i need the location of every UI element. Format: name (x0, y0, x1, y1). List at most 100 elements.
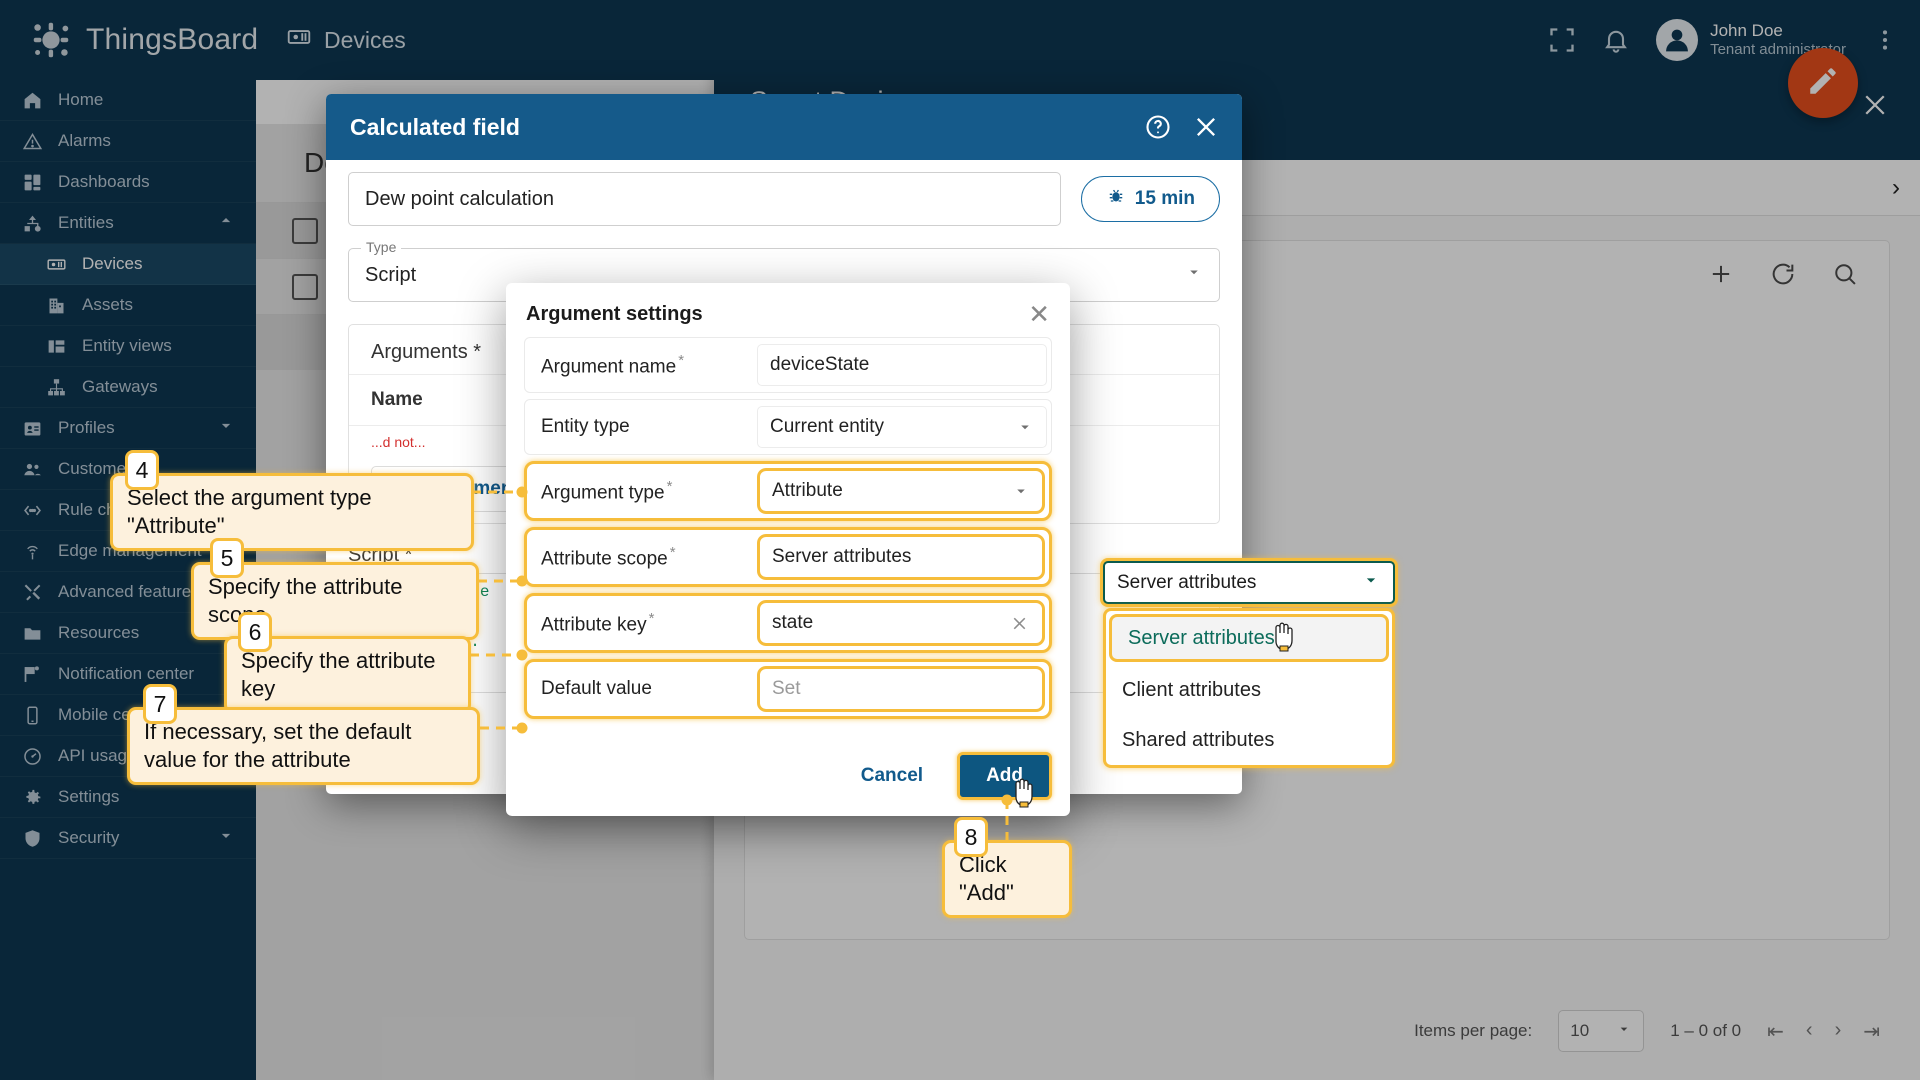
attribute-scope-option-list: Server attributes Client attributes Shar… (1103, 608, 1395, 768)
step-badge-7: 7 (143, 684, 177, 724)
fullscreen-icon[interactable] (1548, 26, 1576, 54)
sidebar-item-profiles[interactable]: Profiles (0, 408, 256, 449)
plus-icon[interactable] (1707, 260, 1735, 288)
prev-page-icon[interactable]: ‹ (1805, 1018, 1813, 1041)
option-server-attributes[interactable]: Server attributes (1109, 614, 1389, 662)
sidebar-item-advanced-features[interactable]: Advanced features (0, 572, 256, 613)
items-per-page-select[interactable]: 10 (1558, 1010, 1645, 1052)
sidebar-item-entity-views[interactable]: Entity views (0, 326, 256, 367)
default-value-label: Default value (541, 678, 652, 699)
breadcrumb-label: Devices (324, 26, 406, 53)
sidebar-item-entities[interactable]: Entities (0, 203, 256, 244)
sidebar-item-alarms[interactable]: Alarms (0, 121, 256, 162)
next-page-icon[interactable]: › (1834, 1018, 1842, 1041)
calculated-field-type-value: Script (365, 263, 417, 286)
sidebar-item-label: Home (58, 90, 104, 109)
thingsboard-logo-icon (28, 17, 74, 63)
option-client-attributes[interactable]: Client attributes (1122, 678, 1261, 701)
required-marker: * (648, 609, 655, 627)
cancel-button[interactable]: Cancel (849, 755, 935, 797)
debug-duration-button[interactable]: 15 min (1080, 176, 1220, 222)
notifications-bell-icon[interactable] (1602, 26, 1630, 54)
chevron-up-icon[interactable] (216, 211, 236, 236)
last-page-icon[interactable]: ⇥ (1863, 1020, 1880, 1043)
option-shared-attributes[interactable]: Shared attributes (1122, 728, 1275, 751)
row-checkbox[interactable] (292, 273, 318, 300)
sidebar-item-label: Assets (82, 295, 134, 314)
argument-name-input[interactable]: deviceState (757, 344, 1047, 386)
more-vert-icon[interactable] (1872, 27, 1898, 53)
default-value-input[interactable]: Set (757, 666, 1045, 712)
refresh-icon[interactable] (1769, 260, 1797, 288)
label-text: Argument name (541, 356, 677, 378)
device-icon (286, 24, 312, 56)
attribute-scope-row: Attribute scope * Server attributes (524, 527, 1052, 587)
sidebar-item-settings[interactable]: Settings (0, 777, 256, 818)
row-checkbox[interactable] (292, 217, 318, 244)
chevron-down-icon[interactable] (216, 416, 236, 441)
sidebar-item-security[interactable]: Security (0, 818, 256, 859)
sidebar-item-label: Dashboards (58, 172, 150, 191)
sidebar-item-label: Entity views (82, 336, 172, 355)
attribute-scope-select[interactable]: Server attributes (757, 534, 1045, 580)
sidebar-item-label: Resources (58, 623, 140, 642)
sidebar-item-label: Gateways (82, 377, 158, 396)
close-icon[interactable]: ✕ (1028, 299, 1050, 329)
sidebar-item-home[interactable]: Home (0, 80, 256, 121)
sidebar-item-notification-center[interactable]: Notification center (0, 654, 256, 695)
tabs-next-arrow-icon[interactable]: › (1892, 173, 1900, 201)
close-icon[interactable] (1860, 90, 1890, 120)
items-per-page-label: Items per page: (1414, 1021, 1533, 1040)
rule-chains-icon (22, 500, 43, 521)
brand[interactable]: ThingsBoard (0, 17, 286, 63)
assets-icon (46, 295, 67, 316)
items-per-page-value: 10 (1570, 1021, 1590, 1040)
breadcrumb[interactable]: Devices (286, 24, 406, 56)
api-usage-icon (22, 746, 43, 767)
chevron-down-icon[interactable] (216, 826, 236, 851)
close-icon[interactable] (1192, 113, 1220, 141)
label-text: Argument type (541, 482, 665, 504)
default-value-placeholder: Set (772, 678, 801, 699)
edge-icon (22, 541, 43, 562)
advanced-features-icon (22, 582, 43, 603)
attribute-key-value: state (772, 612, 814, 633)
notification-icon (22, 664, 43, 685)
first-page-icon[interactable]: ⇤ (1767, 1020, 1784, 1043)
sidebar-item-label: Entities (58, 213, 114, 232)
sidebar-item-dashboards[interactable]: Dashboards (0, 162, 256, 203)
debug-duration-label: 15 min (1134, 188, 1195, 209)
required-marker: * (678, 351, 685, 369)
attribute-scope-dropdown-trigger[interactable]: Server attributes (1103, 561, 1395, 604)
entity-type-label: Entity type (541, 416, 630, 437)
attribute-key-input[interactable]: state (757, 600, 1045, 646)
mobile-icon (22, 705, 43, 726)
callout-4: Select the argument type "Attribute" (110, 473, 474, 552)
mouse-cursor-icon (1012, 778, 1038, 817)
calculated-field-dialog-title: Calculated field (350, 113, 520, 140)
sidebar-item-devices[interactable]: Devices (0, 244, 256, 285)
sidebar-item-label: Security (58, 828, 120, 847)
edit-device-fab[interactable] (1788, 48, 1858, 118)
attribute-key-row: Attribute key * state (524, 593, 1052, 653)
argument-type-select[interactable]: Attribute (757, 468, 1045, 514)
device-icon (46, 254, 67, 275)
calculated-field-name-input[interactable]: Dew point calculation (348, 172, 1061, 226)
dashboards-icon (22, 172, 43, 193)
sidebar-item-gateways[interactable]: Gateways (0, 367, 256, 408)
chevron-down-icon (1616, 1021, 1632, 1042)
entity-type-select[interactable]: Current entity (757, 406, 1047, 448)
clear-icon[interactable] (1009, 613, 1030, 634)
sidebar-item-label: API usage (58, 746, 137, 765)
label-text: Attribute scope (541, 548, 668, 570)
calculated-field-dialog-header: Calculated field (326, 94, 1242, 160)
sidebar-item-label: Devices (82, 254, 143, 273)
mouse-cursor-icon (1272, 622, 1298, 661)
search-icon[interactable] (1831, 260, 1859, 288)
sidebar-item-assets[interactable]: Assets (0, 285, 256, 326)
add-button[interactable]: Add (957, 752, 1052, 800)
help-icon[interactable] (1144, 113, 1172, 141)
pencil-icon (1806, 64, 1840, 103)
user-name: John Doe (1710, 20, 1783, 40)
